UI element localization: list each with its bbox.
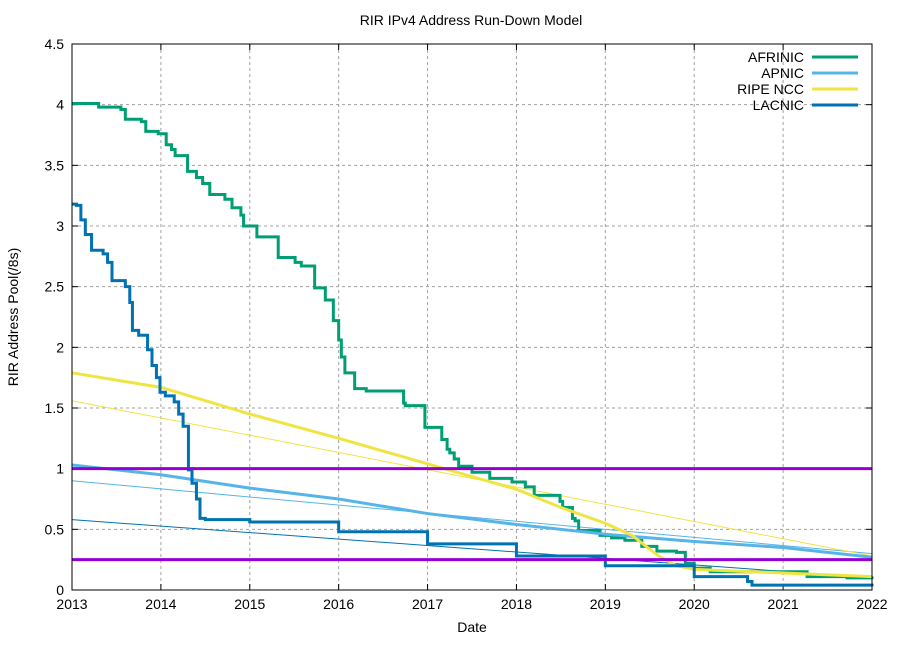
legend-label: LACNIC xyxy=(753,97,804,113)
series-apnic xyxy=(71,463,873,559)
y-tick-label: 1 xyxy=(56,461,64,477)
chart-title: RIR IPv4 Address Run-Down Model xyxy=(360,12,583,28)
series-ripe-ncc xyxy=(71,371,873,579)
series-lacnic xyxy=(72,202,874,587)
axis-ticks: 2013 2014 2015 2016 2017 2018 2019 2020 2021 2022… xyxy=(45,36,888,612)
y-tick-label: 1.5 xyxy=(45,400,65,416)
legend-label: AFRINIC xyxy=(748,49,804,65)
y-tick-label: 3.5 xyxy=(45,157,65,173)
y-tick-label: 3 xyxy=(56,218,64,234)
series-group xyxy=(71,101,874,587)
series-afrinic xyxy=(72,101,874,580)
x-tick-label: 2014 xyxy=(145,596,176,612)
trend-line xyxy=(71,400,873,557)
y-tick-label: 4 xyxy=(56,97,64,113)
y-tick-label: 0.5 xyxy=(45,521,65,537)
x-axis-label: Date xyxy=(457,619,487,635)
x-tick-label: 2021 xyxy=(768,596,799,612)
y-tick-label: 4.5 xyxy=(45,36,65,52)
x-tick-label: 2022 xyxy=(856,596,887,612)
grid xyxy=(72,44,872,590)
x-tick-label: 2013 xyxy=(56,596,87,612)
x-tick-label: 2015 xyxy=(234,596,265,612)
y-tick-label: 0 xyxy=(56,582,64,598)
trend-line xyxy=(71,480,873,555)
trend-line xyxy=(71,519,873,579)
x-tick-label: 2016 xyxy=(323,596,354,612)
y-tick-label: 2 xyxy=(56,339,64,355)
plot-frame xyxy=(71,43,873,591)
y-axis-label: RIR Address Pool(/8s) xyxy=(5,248,21,387)
x-tick-label: 2017 xyxy=(412,596,443,612)
x-tick-label: 2020 xyxy=(679,596,710,612)
legend-label: APNIC xyxy=(761,65,804,81)
x-tick-label: 2019 xyxy=(590,596,621,612)
legend-label: RIPE NCC xyxy=(737,81,804,97)
y-tick-label: 2.5 xyxy=(45,279,65,295)
x-tick-label: 2018 xyxy=(501,596,532,612)
